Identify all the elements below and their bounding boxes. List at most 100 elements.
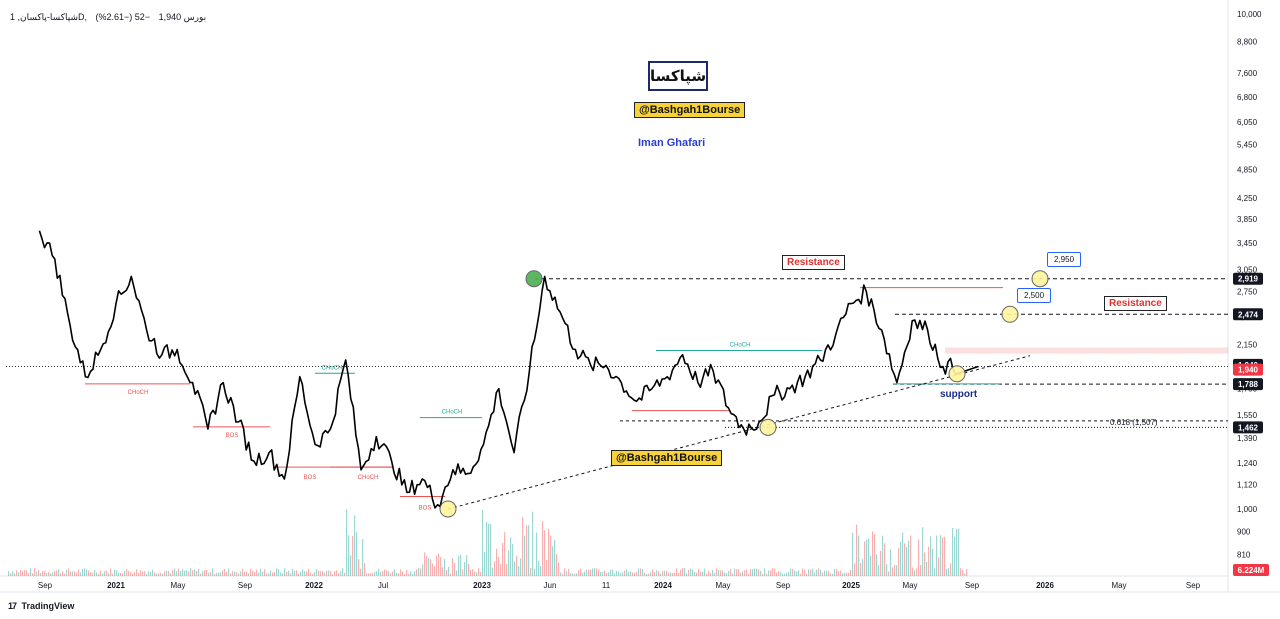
volume-bar [646,573,648,576]
volume-bar [266,573,268,576]
volume-bar [192,570,194,576]
volume-bar [128,571,130,576]
volume-bar [942,537,944,576]
volume-bar [734,568,736,576]
volume-bar [888,571,890,576]
volume-bar [332,573,334,576]
volume-bar [780,571,782,576]
volume-bar [810,569,812,576]
volume-bar [866,539,868,576]
volume-bar [30,568,32,576]
volume-bar [120,572,122,576]
y-tick-label: 3,050 [1237,265,1258,274]
volume-bar [460,554,462,576]
price-badge [1233,421,1263,434]
volume-bar [166,570,168,576]
volume-bar [746,569,748,576]
volume-bar [562,573,564,576]
volume-bar [842,573,844,576]
time-axis[interactable]: Sep 2021 May Sep 2022 Jul 2023 Jun 11 2024 May Sep 2… [38,581,1201,590]
volume-bar [712,570,714,576]
volume-bar [374,572,376,576]
volume-bar [592,568,594,576]
volume-bar [414,571,416,576]
tradingview-footer[interactable]: 17 TradingView [8,601,74,611]
volume-bar [570,573,572,576]
level-lines [6,278,1228,510]
volume-bar [420,568,422,576]
volume-bar [604,570,606,576]
volume-bar [946,568,948,576]
volume-bar [186,570,188,576]
ascending-trendline [447,355,1031,510]
volume-bar [732,573,734,576]
volume-bar [422,564,424,576]
volume-bar [430,559,432,576]
volume-bar [156,573,158,576]
volume-bar [720,570,722,576]
ticker-brand-box: شپاکسا [648,61,708,91]
volume-bar [778,570,780,576]
volume-bar [696,572,698,576]
y-tick-label: 4,250 [1237,194,1258,203]
volume-bar [496,548,498,576]
volume-bar [20,570,22,576]
symbol-name[interactable]: شپاکسا-پاکسان, 1D, بورس [10,12,207,22]
volume-bar [114,569,116,576]
volume-bar [564,568,566,576]
price-axis[interactable]: 8109001,0001,1201,2401,3901,5501,7501,95… [1233,10,1269,576]
volume-bar [338,573,340,576]
volume-bar [634,572,636,576]
volume-bar [670,572,672,576]
price-badge-label: 1,462 [1238,423,1259,432]
volume-bar [580,568,582,576]
volume-bar [470,569,472,576]
target-callout-2500: 2,500 [1017,288,1052,303]
volume-bar [614,573,616,576]
x-tick-label: 2023 [473,581,491,590]
volume-bar [638,568,640,576]
y-tick-label: 900 [1237,528,1251,537]
volume-bar [684,568,686,576]
volume-bar [524,535,526,576]
volume-bar [490,524,492,576]
volume-bar [910,535,912,576]
volume-bar [642,569,644,576]
volume-bar [12,571,14,576]
volume-bar [688,569,690,576]
volume-bar [574,573,576,576]
volume-bar [390,573,392,576]
volume-bar [302,569,304,576]
volume-bar [404,573,406,576]
volume-bar [856,524,858,576]
x-tick-label: Sep [1186,581,1201,590]
volume-bar [610,569,612,576]
volume-bar [358,559,360,576]
volume-bar [894,564,896,576]
volume-bar [146,573,148,576]
pivot-low-circle-3 [948,365,966,383]
volume-bar [436,555,438,576]
y-tick-label: 1,240 [1237,459,1258,468]
price-badge-label: 2,919 [1238,275,1259,284]
volume-bar [896,565,898,576]
volume-bar [662,571,664,576]
price-series[interactable] [38,230,979,509]
volume-bar [938,557,940,576]
price-line[interactable] [38,230,979,509]
volume-bar [172,570,174,576]
volume-bar [372,573,374,576]
y-tick-label: 1,120 [1237,481,1258,490]
volume-bar [588,569,590,576]
volume-bar [132,573,134,576]
volume-bar [244,571,246,576]
volume-bar [550,535,552,576]
volume-bar [234,571,236,576]
volume-bar [450,573,452,576]
volume-bar [918,539,920,576]
volume-bar [792,568,794,576]
volume-bar [618,571,620,576]
x-tick-label: May [902,581,917,590]
volume-bar [874,534,876,576]
